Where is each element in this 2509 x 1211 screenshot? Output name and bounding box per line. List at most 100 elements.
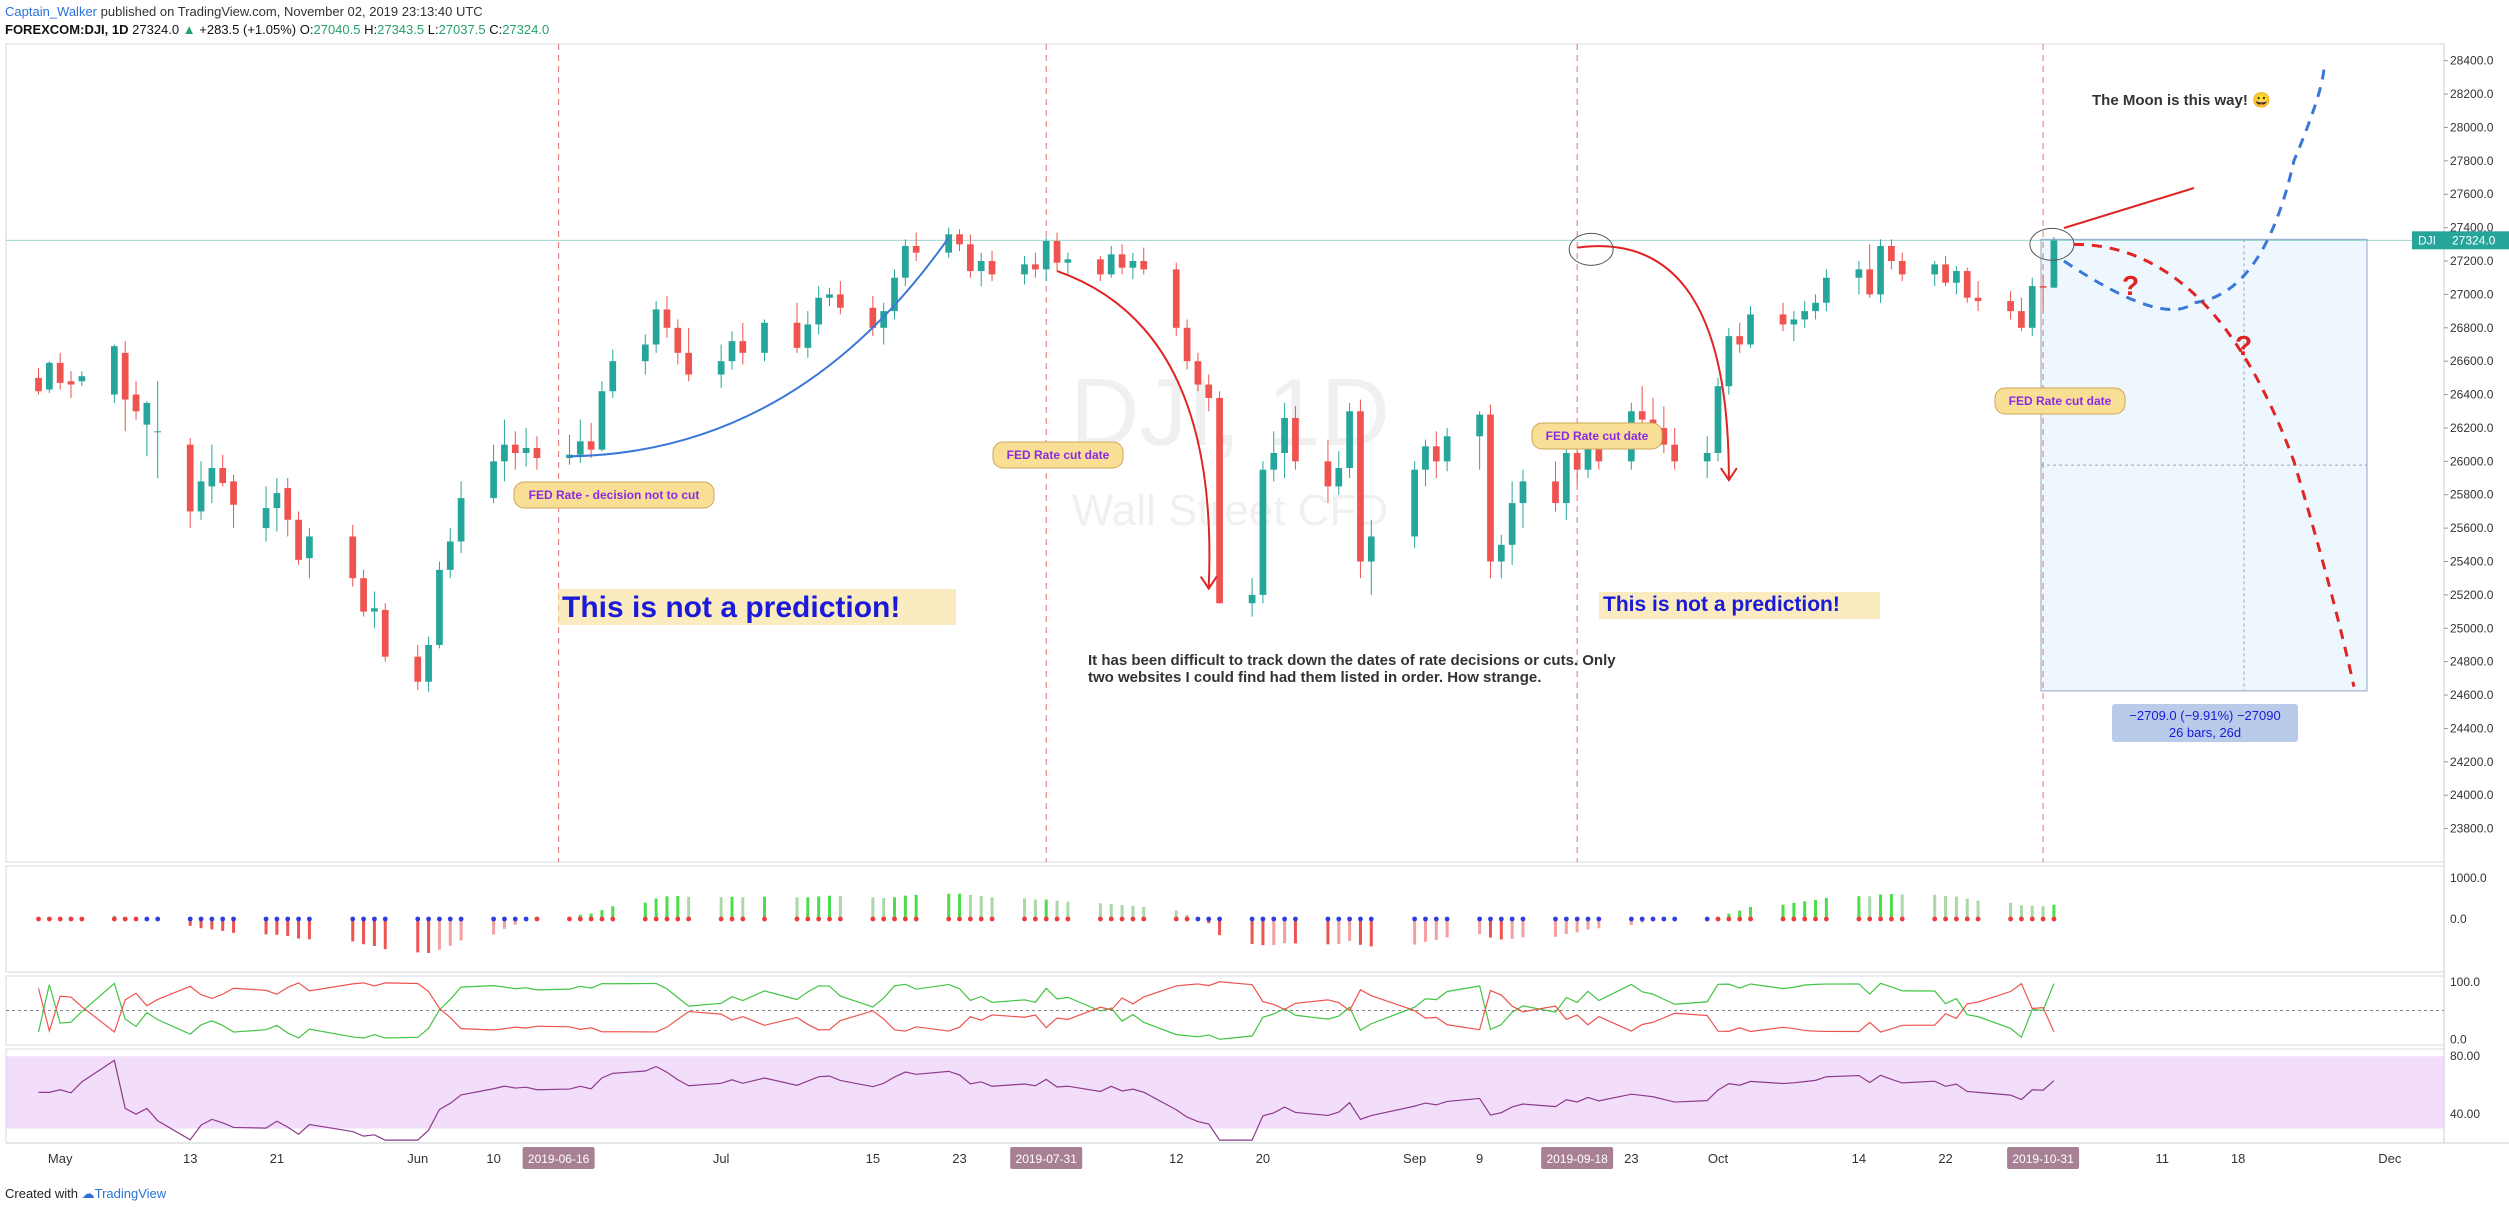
histogram-bar — [1326, 919, 1330, 945]
histogram-dot — [1563, 916, 1569, 922]
histogram-dot — [1130, 916, 1136, 922]
stoch-tick: 100.0 — [2450, 975, 2480, 989]
histogram-dot — [902, 916, 908, 922]
histogram-bar — [1814, 899, 1818, 919]
x-tick-label: 9 — [1476, 1151, 1483, 1166]
date-badge-bg — [2007, 1147, 2080, 1169]
histogram-bar — [687, 896, 691, 919]
crash-path-red-dashed — [2073, 242, 2356, 688]
candle-body — [988, 261, 996, 275]
histogram-dot — [1108, 916, 1114, 922]
candle-body — [457, 498, 465, 542]
histogram-dot — [2051, 916, 2057, 922]
histogram-bar — [990, 897, 994, 919]
histogram-dot — [1022, 916, 1027, 922]
x-tick-label: 18 — [2231, 1151, 2245, 1166]
candle-body — [1942, 264, 1949, 283]
candle-body — [219, 468, 227, 484]
candle-body — [804, 324, 812, 348]
candle-body — [1172, 269, 1180, 328]
not-prediction-text-1-bg — [558, 589, 956, 625]
stoch-tick: 0.0 — [2450, 1032, 2467, 1046]
fed-decision-label: FED Rate - decision not to cut — [529, 488, 700, 502]
candle-body — [1953, 271, 1960, 283]
histogram-bar — [1142, 906, 1146, 919]
x-tick-label: 21 — [270, 1151, 284, 1166]
histogram-dot — [1119, 916, 1125, 922]
candle-body — [284, 488, 292, 520]
candle-body — [262, 508, 270, 529]
candle-body — [132, 394, 140, 412]
candle-body — [1671, 444, 1679, 462]
histogram-bar — [221, 919, 225, 931]
histogram-bar — [2052, 904, 2056, 919]
histogram-dot — [1715, 916, 1721, 922]
x-tick-label: 23 — [1624, 1151, 1638, 1166]
candle-body — [1703, 453, 1711, 462]
histogram-bar — [828, 895, 832, 919]
moon-text: The Moon is this way! 😀 — [2092, 91, 2271, 109]
histogram-dot — [415, 916, 421, 922]
x-tick-label: May — [48, 1151, 73, 1166]
histogram-tick: 1000.0 — [2450, 871, 2487, 885]
histogram-dot — [1325, 916, 1331, 922]
histogram-dot — [1932, 916, 1938, 922]
candle-body — [869, 307, 877, 328]
histogram-bar — [416, 919, 420, 953]
candle-body — [663, 309, 671, 328]
histogram-bar — [730, 896, 734, 919]
author-link[interactable]: Captain_Walker — [5, 4, 98, 19]
tradingview-logo-icon: ☁ — [81, 1186, 95, 1201]
histogram-dot — [198, 916, 204, 922]
arrowhead-red-1 — [1199, 575, 1218, 591]
histogram-bar — [1261, 919, 1265, 946]
histogram-bar — [1283, 919, 1287, 944]
moon-path-blue-dashed — [2063, 68, 2326, 311]
candle-body — [511, 444, 519, 453]
histogram-bar — [1098, 903, 1102, 919]
stoch-line-green — [37, 982, 2055, 1040]
histogram-dot — [1065, 916, 1071, 922]
symbol-label: FOREXCOM:DJI, 1D — [5, 22, 129, 37]
candle-body — [371, 608, 378, 612]
histogram-dot — [1368, 916, 1374, 922]
candle-body — [306, 536, 313, 559]
histogram-bar — [286, 919, 290, 936]
candle-body — [717, 361, 725, 375]
candle-body — [425, 644, 432, 682]
tradingview-brand[interactable]: TradingView — [94, 1186, 167, 1201]
y-tick-label: 25600.0 — [2450, 521, 2494, 535]
histogram-dot — [718, 916, 724, 922]
histogram-bar — [882, 898, 886, 919]
histogram-bar — [741, 897, 745, 919]
candle-body — [1562, 453, 1570, 504]
candle-body — [1725, 336, 1733, 387]
histogram-bar — [513, 919, 517, 925]
date-badge-label: 2019-10-31 — [2012, 1152, 2074, 1166]
histogram-bar — [1023, 898, 1027, 919]
histogram-bar — [979, 895, 983, 919]
y-tick-label: 24400.0 — [2450, 721, 2494, 735]
candle-body — [1259, 469, 1267, 595]
histogram-dot — [740, 916, 746, 922]
candle-body — [1638, 411, 1646, 420]
histogram-dot — [577, 916, 583, 922]
histogram-dot — [437, 916, 442, 922]
histogram-dot — [1173, 916, 1179, 922]
histogram-bar — [665, 896, 669, 919]
histogram-dot — [2040, 916, 2046, 922]
candle-body — [826, 294, 833, 298]
histogram-dot — [285, 916, 291, 922]
histogram-bar — [968, 894, 972, 919]
fed-cut-label-2: FED Rate cut date — [1546, 429, 1649, 443]
histogram-bar — [1803, 901, 1807, 919]
candle-body — [815, 297, 823, 325]
candle-body — [1866, 269, 1874, 295]
candle-body — [1714, 386, 1722, 453]
candle-body — [1357, 411, 1364, 562]
histogram-dot — [220, 916, 226, 922]
histogram-dot — [1878, 916, 1883, 922]
close-value: 27324.0 — [502, 22, 550, 37]
candle-body — [739, 341, 747, 353]
